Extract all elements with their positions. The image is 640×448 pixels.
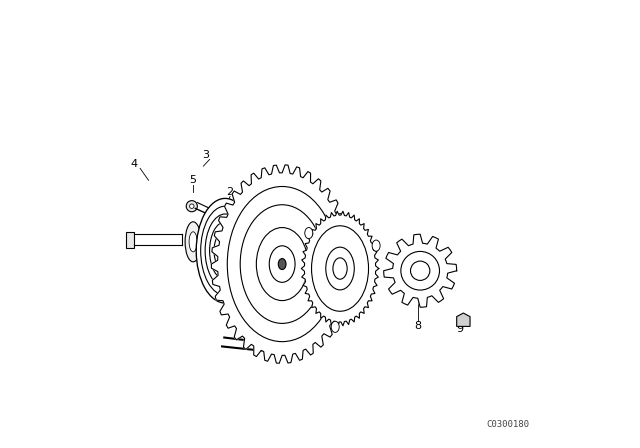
Text: 10: 10	[319, 276, 332, 286]
Polygon shape	[457, 313, 470, 327]
Ellipse shape	[333, 258, 347, 279]
Ellipse shape	[269, 246, 295, 282]
Ellipse shape	[209, 222, 241, 280]
Text: 4: 4	[131, 159, 138, 169]
Text: 9: 9	[457, 323, 464, 334]
Ellipse shape	[189, 232, 197, 252]
Ellipse shape	[201, 206, 250, 295]
Polygon shape	[126, 232, 134, 248]
Text: C0300180: C0300180	[486, 420, 529, 429]
Ellipse shape	[305, 228, 313, 239]
Ellipse shape	[326, 247, 355, 290]
Ellipse shape	[186, 201, 197, 212]
Text: 7: 7	[341, 263, 348, 273]
Text: 3: 3	[202, 150, 209, 160]
Ellipse shape	[240, 205, 324, 323]
Polygon shape	[211, 165, 353, 363]
Ellipse shape	[205, 214, 245, 288]
Ellipse shape	[227, 186, 337, 342]
Text: 6: 6	[349, 270, 356, 280]
Ellipse shape	[214, 231, 236, 271]
Ellipse shape	[331, 321, 339, 332]
Text: 8: 8	[414, 320, 422, 331]
Text: 5: 5	[189, 175, 196, 185]
Text: 1: 1	[314, 199, 321, 209]
Ellipse shape	[196, 198, 254, 303]
Polygon shape	[301, 211, 379, 326]
Ellipse shape	[372, 240, 380, 251]
Ellipse shape	[278, 258, 286, 270]
Ellipse shape	[189, 204, 194, 208]
Circle shape	[401, 251, 440, 290]
Ellipse shape	[220, 240, 231, 262]
Ellipse shape	[185, 222, 201, 262]
Ellipse shape	[257, 228, 308, 301]
Polygon shape	[383, 234, 457, 307]
Circle shape	[410, 261, 430, 280]
Ellipse shape	[312, 226, 369, 311]
Text: 2: 2	[227, 187, 234, 197]
